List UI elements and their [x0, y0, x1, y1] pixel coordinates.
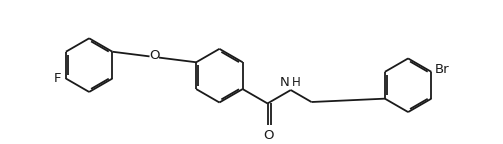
- Text: N: N: [280, 76, 290, 89]
- Text: O: O: [149, 49, 159, 62]
- Text: H: H: [292, 76, 300, 89]
- Text: Br: Br: [435, 63, 450, 76]
- Text: F: F: [54, 72, 61, 85]
- Text: O: O: [263, 129, 274, 142]
